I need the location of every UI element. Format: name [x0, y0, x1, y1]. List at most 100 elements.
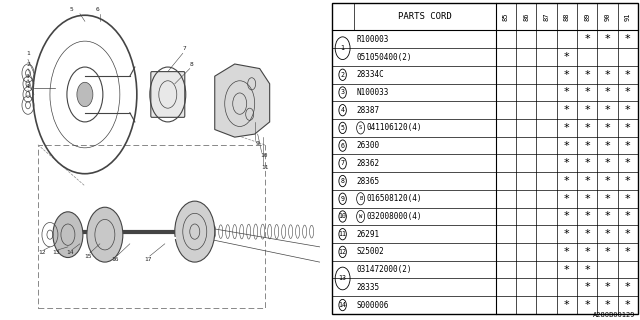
Text: *: * — [584, 247, 590, 257]
Text: *: * — [605, 247, 611, 257]
Text: *: * — [625, 229, 630, 239]
Text: *: * — [605, 282, 611, 292]
Text: *: * — [625, 194, 630, 204]
Text: *: * — [605, 87, 611, 98]
Text: *: * — [564, 70, 570, 80]
Text: *: * — [564, 140, 570, 151]
Text: 5: 5 — [340, 125, 344, 131]
Text: 26291: 26291 — [356, 230, 380, 239]
Text: *: * — [625, 70, 630, 80]
Text: PARTS CORD: PARTS CORD — [398, 12, 452, 21]
Text: 051050400(2): 051050400(2) — [356, 52, 412, 61]
Text: 11: 11 — [261, 165, 268, 170]
Text: *: * — [584, 105, 590, 115]
Text: *: * — [584, 123, 590, 133]
Text: 4: 4 — [26, 84, 30, 89]
Text: 6: 6 — [96, 7, 100, 12]
Text: 10: 10 — [339, 213, 347, 220]
Text: *: * — [605, 176, 611, 186]
Text: R100003: R100003 — [356, 35, 389, 44]
Text: 3: 3 — [26, 74, 30, 79]
Text: *: * — [564, 247, 570, 257]
Circle shape — [175, 201, 215, 262]
Circle shape — [87, 207, 123, 262]
Text: 85: 85 — [503, 12, 509, 21]
Text: 12: 12 — [38, 251, 45, 255]
Text: *: * — [625, 158, 630, 168]
Text: 9: 9 — [256, 141, 260, 146]
Text: 16: 16 — [111, 257, 118, 261]
Text: *: * — [564, 265, 570, 275]
Text: S: S — [359, 125, 362, 131]
Text: 12: 12 — [339, 249, 347, 255]
Text: 2: 2 — [26, 61, 30, 67]
Text: 28335: 28335 — [356, 283, 380, 292]
Text: *: * — [625, 87, 630, 98]
Text: *: * — [625, 105, 630, 115]
Text: *: * — [625, 123, 630, 133]
Text: *: * — [564, 229, 570, 239]
Text: *: * — [564, 212, 570, 221]
Text: *: * — [584, 34, 590, 44]
Text: *: * — [625, 34, 630, 44]
Text: *: * — [584, 176, 590, 186]
Text: *: * — [605, 105, 611, 115]
Text: *: * — [605, 194, 611, 204]
Text: 28362: 28362 — [356, 159, 380, 168]
Text: *: * — [584, 158, 590, 168]
Text: 26300: 26300 — [356, 141, 380, 150]
Bar — [38, 145, 265, 308]
Text: A280B00129: A280B00129 — [593, 312, 635, 318]
Text: 016508120(4): 016508120(4) — [367, 194, 422, 203]
Text: *: * — [584, 300, 590, 310]
Text: 5: 5 — [70, 7, 74, 12]
Polygon shape — [215, 64, 269, 137]
Text: 7: 7 — [340, 160, 344, 166]
Text: 032008000(4): 032008000(4) — [367, 212, 422, 221]
Text: 11: 11 — [339, 231, 347, 237]
Text: 13: 13 — [339, 276, 347, 282]
Text: *: * — [625, 282, 630, 292]
Text: 13: 13 — [52, 251, 60, 255]
Text: *: * — [584, 282, 590, 292]
Text: 87: 87 — [543, 12, 550, 21]
Text: 89: 89 — [584, 12, 590, 21]
Text: *: * — [564, 300, 570, 310]
Text: 031472000(2): 031472000(2) — [356, 265, 412, 274]
Text: *: * — [564, 123, 570, 133]
Text: *: * — [584, 87, 590, 98]
Text: *: * — [584, 70, 590, 80]
Text: *: * — [625, 247, 630, 257]
Text: 2: 2 — [340, 72, 344, 78]
Text: *: * — [584, 265, 590, 275]
Text: N100033: N100033 — [356, 88, 389, 97]
Text: *: * — [605, 212, 611, 221]
Text: 28334C: 28334C — [356, 70, 385, 79]
Text: *: * — [605, 34, 611, 44]
Text: *: * — [564, 194, 570, 204]
Text: 1: 1 — [340, 45, 344, 51]
Text: 6: 6 — [340, 143, 344, 148]
Text: *: * — [564, 52, 570, 62]
Text: 041106120(4): 041106120(4) — [367, 124, 422, 132]
Text: *: * — [564, 176, 570, 186]
Circle shape — [77, 82, 93, 107]
Text: *: * — [625, 300, 630, 310]
Text: 14: 14 — [66, 251, 74, 255]
Text: 9: 9 — [340, 196, 344, 202]
Text: 17: 17 — [144, 257, 152, 261]
Text: 28387: 28387 — [356, 106, 380, 115]
Text: W: W — [359, 214, 362, 219]
Text: *: * — [584, 194, 590, 204]
Text: *: * — [605, 123, 611, 133]
Text: *: * — [584, 212, 590, 221]
Text: 3: 3 — [340, 90, 344, 95]
Text: 90: 90 — [605, 12, 611, 21]
Text: 86: 86 — [524, 12, 529, 21]
Text: 8: 8 — [340, 178, 344, 184]
Text: B: B — [359, 196, 362, 201]
Text: 88: 88 — [564, 12, 570, 21]
Text: S25002: S25002 — [356, 247, 385, 256]
Text: *: * — [564, 105, 570, 115]
Text: *: * — [625, 176, 630, 186]
